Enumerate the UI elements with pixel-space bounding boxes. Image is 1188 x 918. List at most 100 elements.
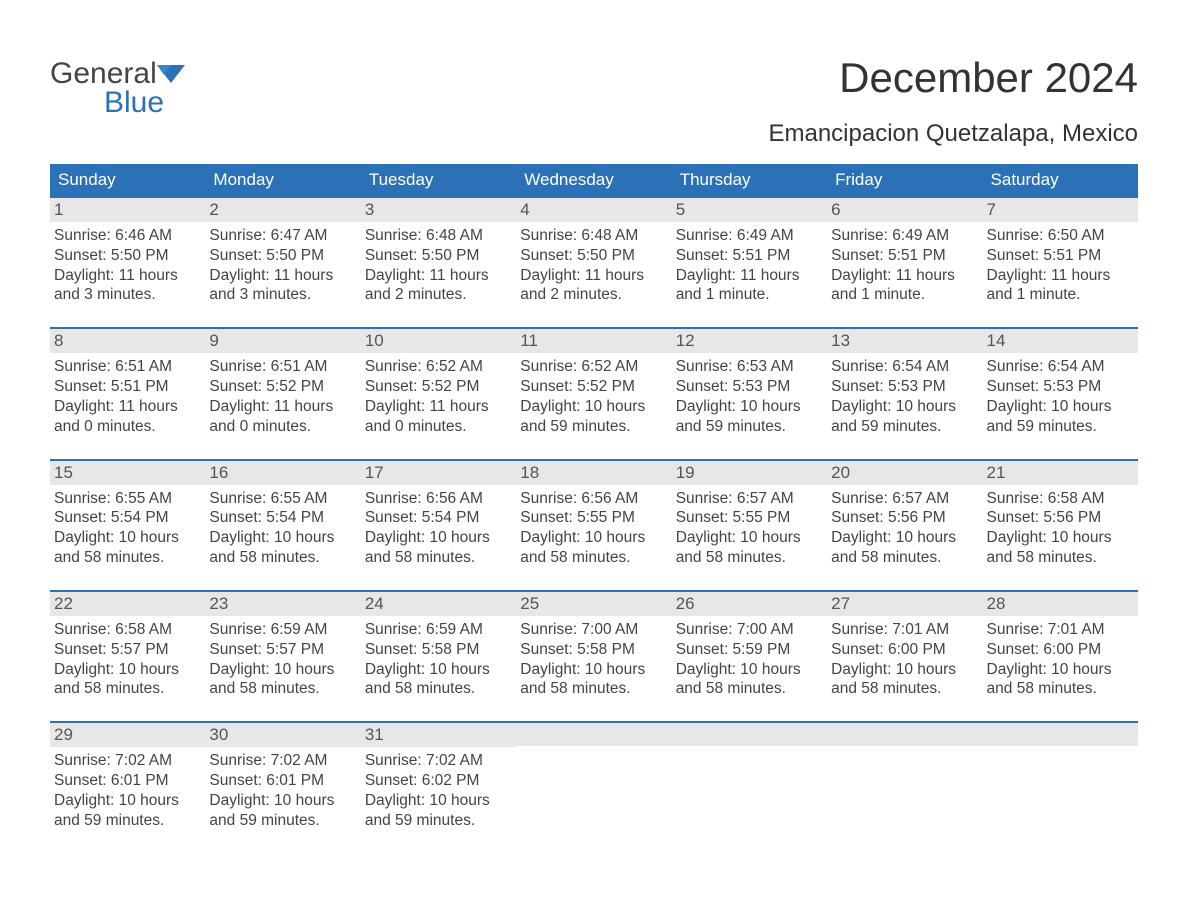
sunset-text: Sunset: 6:02 PM [365, 771, 512, 791]
sunset-text: Sunset: 5:50 PM [520, 246, 667, 266]
logo-flag-icon [157, 60, 185, 89]
day-number: 31 [361, 723, 516, 747]
day-details: Sunrise: 6:54 AMSunset: 5:53 PMDaylight:… [983, 353, 1138, 436]
day-number: 23 [205, 592, 360, 616]
sunrise-text: Sunrise: 6:55 AM [54, 489, 201, 509]
day-number: 4 [516, 198, 671, 222]
calendar-day: 16Sunrise: 6:55 AMSunset: 5:54 PMDayligh… [205, 461, 360, 568]
daylight2-text: and 58 minutes. [520, 548, 667, 568]
day-header: Wednesday [516, 164, 671, 196]
daylight2-text: and 3 minutes. [209, 285, 356, 305]
day-header: Thursday [672, 164, 827, 196]
day-number: 11 [516, 329, 671, 353]
daylight1-text: Daylight: 11 hours [831, 266, 978, 286]
day-number: 28 [983, 592, 1138, 616]
sunrise-text: Sunrise: 6:56 AM [365, 489, 512, 509]
daylight2-text: and 58 minutes. [54, 679, 201, 699]
day-number: 21 [983, 461, 1138, 485]
day-details: Sunrise: 6:49 AMSunset: 5:51 PMDaylight:… [827, 222, 982, 305]
sunrise-text: Sunrise: 6:49 AM [676, 226, 823, 246]
daylight1-text: Daylight: 11 hours [365, 397, 512, 417]
daylight2-text: and 0 minutes. [209, 417, 356, 437]
daylight1-text: Daylight: 11 hours [676, 266, 823, 286]
calendar-day: 23Sunrise: 6:59 AMSunset: 5:57 PMDayligh… [205, 592, 360, 699]
calendar-day: 30Sunrise: 7:02 AMSunset: 6:01 PMDayligh… [205, 723, 360, 830]
daylight2-text: and 58 minutes. [831, 679, 978, 699]
daylight1-text: Daylight: 10 hours [520, 397, 667, 417]
day-header: Tuesday [361, 164, 516, 196]
daylight2-text: and 58 minutes. [987, 679, 1134, 699]
sunset-text: Sunset: 5:51 PM [987, 246, 1134, 266]
day-details: Sunrise: 6:46 AMSunset: 5:50 PMDaylight:… [50, 222, 205, 305]
sunset-text: Sunset: 5:52 PM [520, 377, 667, 397]
day-number: 26 [672, 592, 827, 616]
day-number: 25 [516, 592, 671, 616]
day-header-row: Sunday Monday Tuesday Wednesday Thursday… [50, 164, 1138, 196]
calendar-day: 18Sunrise: 6:56 AMSunset: 5:55 PMDayligh… [516, 461, 671, 568]
calendar-day: 22Sunrise: 6:58 AMSunset: 5:57 PMDayligh… [50, 592, 205, 699]
sunset-text: Sunset: 5:57 PM [54, 640, 201, 660]
day-number: 29 [50, 723, 205, 747]
calendar-day [827, 723, 982, 830]
sunset-text: Sunset: 6:01 PM [54, 771, 201, 791]
daylight2-text: and 59 minutes. [54, 811, 201, 831]
calendar-day: 15Sunrise: 6:55 AMSunset: 5:54 PMDayligh… [50, 461, 205, 568]
sunrise-text: Sunrise: 6:59 AM [209, 620, 356, 640]
calendar-day: 10Sunrise: 6:52 AMSunset: 5:52 PMDayligh… [361, 329, 516, 436]
calendar: Sunday Monday Tuesday Wednesday Thursday… [50, 164, 1138, 831]
sunset-text: Sunset: 5:54 PM [209, 508, 356, 528]
daylight1-text: Daylight: 10 hours [365, 660, 512, 680]
sunset-text: Sunset: 6:01 PM [209, 771, 356, 791]
calendar-week: 1Sunrise: 6:46 AMSunset: 5:50 PMDaylight… [50, 196, 1138, 305]
page-title: December 2024 [768, 54, 1138, 102]
day-number: 30 [205, 723, 360, 747]
sunrise-text: Sunrise: 6:56 AM [520, 489, 667, 509]
sunrise-text: Sunrise: 7:02 AM [54, 751, 201, 771]
daylight2-text: and 59 minutes. [209, 811, 356, 831]
location-subtitle: Emancipacion Quetzalapa, Mexico [768, 120, 1138, 148]
day-details [827, 746, 982, 806]
sunset-text: Sunset: 5:53 PM [831, 377, 978, 397]
day-number: 6 [827, 198, 982, 222]
sunset-text: Sunset: 5:54 PM [365, 508, 512, 528]
day-details: Sunrise: 6:58 AMSunset: 5:57 PMDaylight:… [50, 616, 205, 699]
day-details: Sunrise: 6:53 AMSunset: 5:53 PMDaylight:… [672, 353, 827, 436]
calendar-day: 6Sunrise: 6:49 AMSunset: 5:51 PMDaylight… [827, 198, 982, 305]
daylight2-text: and 58 minutes. [831, 548, 978, 568]
logo-text: General Blue [50, 60, 185, 117]
sunset-text: Sunset: 6:00 PM [987, 640, 1134, 660]
day-header: Sunday [50, 164, 205, 196]
sunrise-text: Sunrise: 6:59 AM [365, 620, 512, 640]
daylight2-text: and 2 minutes. [520, 285, 667, 305]
calendar-day: 7Sunrise: 6:50 AMSunset: 5:51 PMDaylight… [983, 198, 1138, 305]
day-details: Sunrise: 6:57 AMSunset: 5:55 PMDaylight:… [672, 485, 827, 568]
daylight1-text: Daylight: 10 hours [209, 528, 356, 548]
day-number: 8 [50, 329, 205, 353]
daylight2-text: and 1 minute. [831, 285, 978, 305]
sunset-text: Sunset: 5:59 PM [676, 640, 823, 660]
daylight1-text: Daylight: 11 hours [209, 266, 356, 286]
daylight1-text: Daylight: 10 hours [676, 660, 823, 680]
daylight2-text: and 58 minutes. [676, 679, 823, 699]
calendar-day: 5Sunrise: 6:49 AMSunset: 5:51 PMDaylight… [672, 198, 827, 305]
sunrise-text: Sunrise: 7:02 AM [365, 751, 512, 771]
daylight2-text: and 58 minutes. [209, 679, 356, 699]
day-details: Sunrise: 7:02 AMSunset: 6:01 PMDaylight:… [205, 747, 360, 830]
daylight1-text: Daylight: 11 hours [54, 397, 201, 417]
day-number: 10 [361, 329, 516, 353]
calendar-day: 21Sunrise: 6:58 AMSunset: 5:56 PMDayligh… [983, 461, 1138, 568]
calendar-day: 1Sunrise: 6:46 AMSunset: 5:50 PMDaylight… [50, 198, 205, 305]
calendar-day: 2Sunrise: 6:47 AMSunset: 5:50 PMDaylight… [205, 198, 360, 305]
title-block: December 2024 Emancipacion Quetzalapa, M… [768, 24, 1138, 148]
calendar-day: 20Sunrise: 6:57 AMSunset: 5:56 PMDayligh… [827, 461, 982, 568]
sunrise-text: Sunrise: 7:00 AM [520, 620, 667, 640]
daylight1-text: Daylight: 11 hours [365, 266, 512, 286]
day-number: 15 [50, 461, 205, 485]
sunset-text: Sunset: 5:56 PM [831, 508, 978, 528]
day-number [516, 723, 671, 746]
calendar-day [516, 723, 671, 830]
day-details: Sunrise: 6:52 AMSunset: 5:52 PMDaylight:… [516, 353, 671, 436]
day-number: 2 [205, 198, 360, 222]
daylight1-text: Daylight: 10 hours [520, 660, 667, 680]
sunset-text: Sunset: 6:00 PM [831, 640, 978, 660]
